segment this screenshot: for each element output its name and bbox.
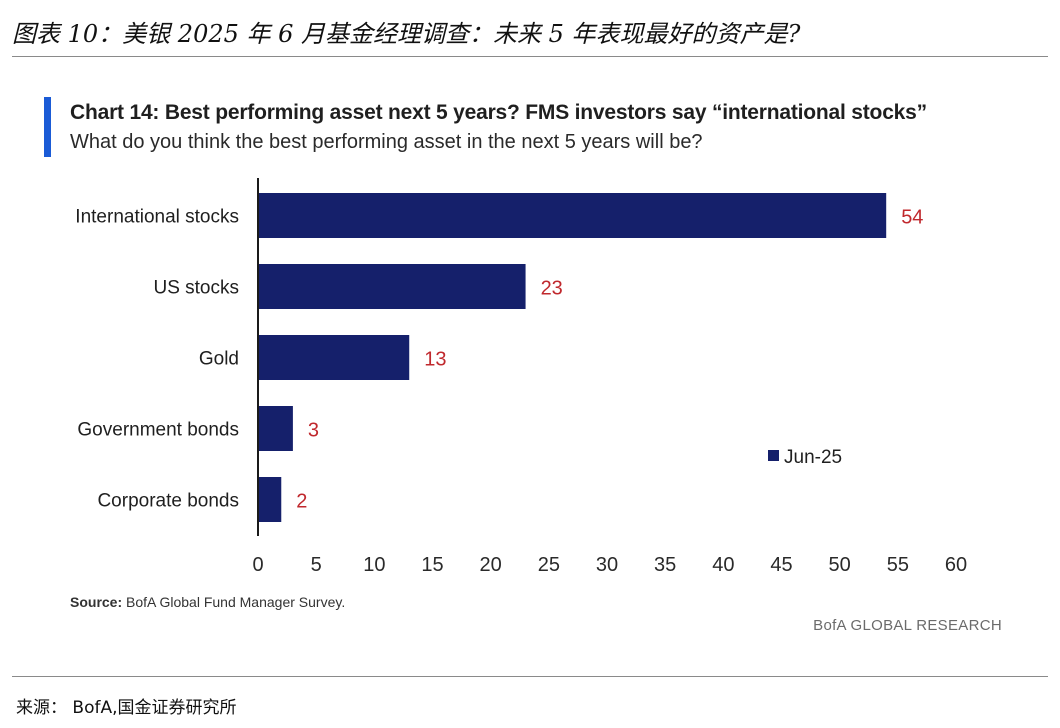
x-tick-label-60: 60 [945,554,967,576]
value-label-gold: 13 [424,349,446,371]
x-tick-label-10: 10 [363,554,385,576]
x-tick-label-35: 35 [654,554,676,576]
x-tick-label-50: 50 [829,554,851,576]
x-tick-label-45: 45 [770,554,792,576]
x-tick-label-25: 25 [538,554,560,576]
x-tick-label-15: 15 [421,554,443,576]
source-note: Source: BofA Global Fund Manager Survey. [70,594,345,610]
x-tick-label-20: 20 [480,554,502,576]
chart-title: Chart 14: Best performing asset next 5 y… [70,101,927,124]
x-tick-label-0: 0 [252,554,263,576]
category-label-government-bonds: Government bonds [77,420,239,441]
category-labels: International stocks US stocks Gold Governm… [75,207,239,512]
value-labels: 54 23 13 3 2 [296,207,923,513]
bar-gold [258,335,410,380]
x-axis-ticks: 0 5 10 15 20 25 30 35 40 45 50 55 60 [252,554,967,576]
x-tick-label-55: 55 [887,554,909,576]
bar-corporate-bonds [258,477,282,522]
legend-swatch-jun-25 [768,450,779,461]
legend-label-jun-25: Jun-25 [784,447,842,468]
bars-layer [258,193,887,522]
footer-source: 来源： BofA,国金证券研究所 [16,698,237,718]
value-label-corporate-bonds: 2 [296,491,307,513]
legend: Jun-25 [768,447,842,468]
header-divider [12,56,1048,57]
category-label-gold: Gold [199,349,239,370]
x-tick-label-5: 5 [311,554,322,576]
value-label-international-stocks: 54 [901,207,923,229]
page-header: 图表 10：美银 2025 年 6 月基金经理调查：未来 5 年表现最好的资产是… [12,20,801,48]
category-label-us-stocks: US stocks [153,278,239,299]
chart-subtitle: What do you think the best performing as… [70,131,703,153]
title-accent-bar [44,97,51,157]
source-label: Source: [70,594,123,610]
bar-us-stocks [258,264,526,309]
category-label-international-stocks: International stocks [75,207,239,228]
value-label-us-stocks: 23 [541,278,563,300]
bar-government-bonds [258,406,293,451]
category-label-corporate-bonds: Corporate bonds [97,491,239,512]
value-label-government-bonds: 3 [308,420,319,442]
bar-international-stocks [258,193,887,238]
source-text: BofA Global Fund Manager Survey. [126,594,346,610]
x-tick-label-30: 30 [596,554,618,576]
brand-mark: BofA GLOBAL RESEARCH [813,617,1002,634]
x-tick-label-40: 40 [712,554,734,576]
footer-divider [12,676,1048,677]
